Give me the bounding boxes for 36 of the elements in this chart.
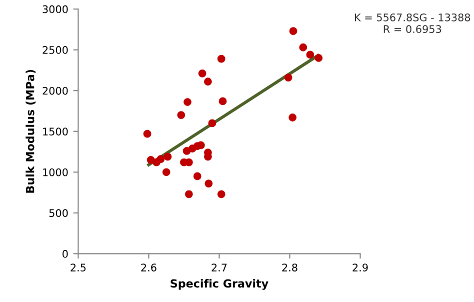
x-tick-label: 2.7 [212,264,227,272]
point [288,114,297,122]
y-tick-label: 0 [62,250,68,258]
x-tick-label: 2.5 [70,264,86,272]
y-tick-label: 2500 [42,46,68,54]
point [284,74,292,82]
point [314,54,323,62]
point [217,54,226,63]
x-tick-label: 2.6 [141,264,156,272]
point [193,172,202,180]
y-axis-title: Bulk Modulus (MPa) [26,70,36,193]
annotation: K = 5567.8SG - 13388 R = 0.6953 [354,13,470,34]
x-tick-label: 2.9 [352,264,368,272]
y-tick-label: 3000 [42,5,68,14]
x-tick-label: 2.8 [282,264,298,272]
point [156,155,165,164]
point [184,190,193,198]
point [177,111,186,120]
y-tick-label: 1500 [43,128,68,136]
y-tick-label: 1000 [43,168,68,176]
y-tick-label: 2000 [42,86,68,95]
point [217,190,226,198]
point [299,43,308,52]
point [208,119,216,128]
point [184,98,192,106]
y-tick-label: 500 [49,209,68,218]
point [218,97,227,106]
point [204,78,212,86]
point [164,152,172,161]
point [143,130,152,138]
point [289,27,298,36]
point [306,50,314,59]
x-axis-title: Specific Gravity [170,279,268,290]
point [198,70,206,78]
point [162,168,170,176]
point [204,180,213,188]
